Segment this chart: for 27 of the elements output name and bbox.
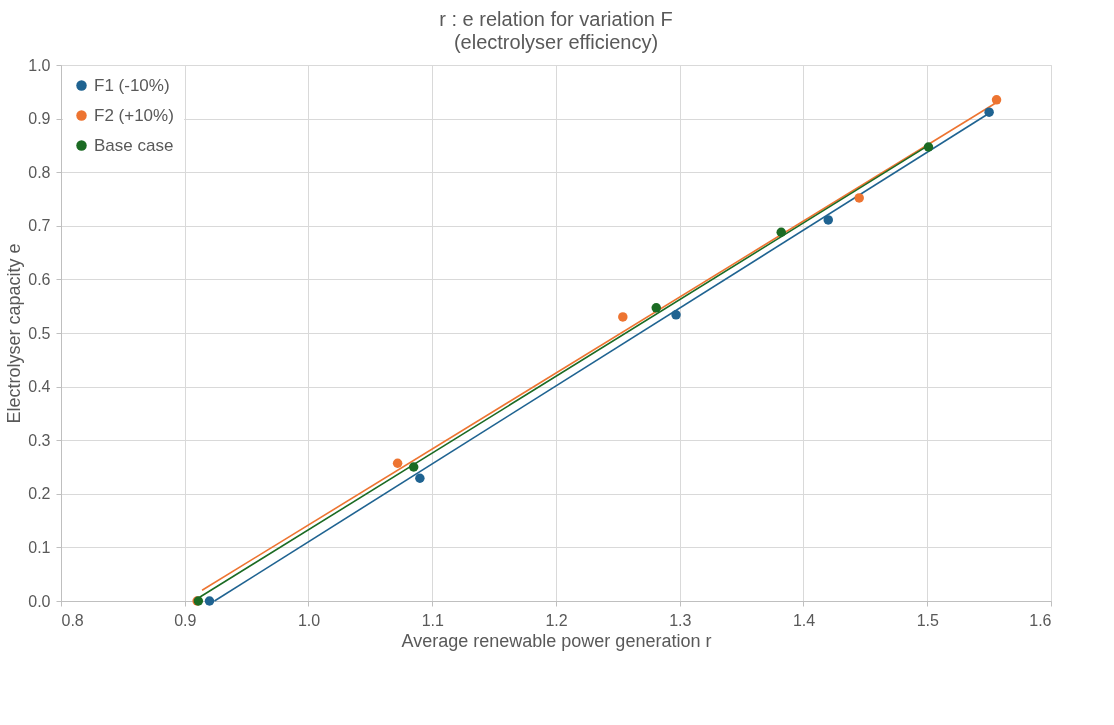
y-tick-label: 0.9 [28, 110, 51, 128]
x-axis-title: Average renewable power generation r [401, 630, 712, 651]
y-tick-label: 0.7 [28, 217, 51, 235]
x-tick-label: 1.0 [297, 611, 321, 629]
chart-title: r : e relation for variation F [439, 8, 673, 30]
legend-label: F1 (-10%) [94, 75, 170, 95]
x-tick-label: 1.2 [545, 611, 568, 629]
y-tick-label: 0.8 [28, 163, 51, 181]
x-tick-label: 1.1 [421, 611, 444, 629]
x-tick-label: 0.8 [61, 611, 84, 629]
x-tick-label: 0.9 [174, 611, 197, 629]
legend-label: Base case [94, 135, 174, 155]
y-tick-label: 0.0 [28, 592, 51, 610]
y-tick-label: 0.4 [28, 378, 51, 396]
y-tick-label: 0.6 [28, 270, 51, 288]
y-tick-label: 0.3 [28, 431, 51, 449]
chart-subtitle: (electrolyser efficiency) [453, 31, 659, 53]
y-tick-label: 0.2 [28, 485, 51, 503]
x-tick-label: 1.5 [916, 611, 939, 629]
y-tick-label: 0.5 [28, 324, 51, 342]
y-tick-label: 1.0 [28, 56, 51, 74]
x-tick-label: 1.6 [1029, 611, 1052, 629]
x-tick-label: 1.3 [669, 611, 692, 629]
legend-label: F2 (+10%) [94, 105, 174, 125]
x-tick-label: 1.4 [792, 611, 816, 629]
y-tick-label: 0.1 [28, 538, 51, 556]
y-axis-title: Electrolyser capacity e [4, 243, 25, 424]
